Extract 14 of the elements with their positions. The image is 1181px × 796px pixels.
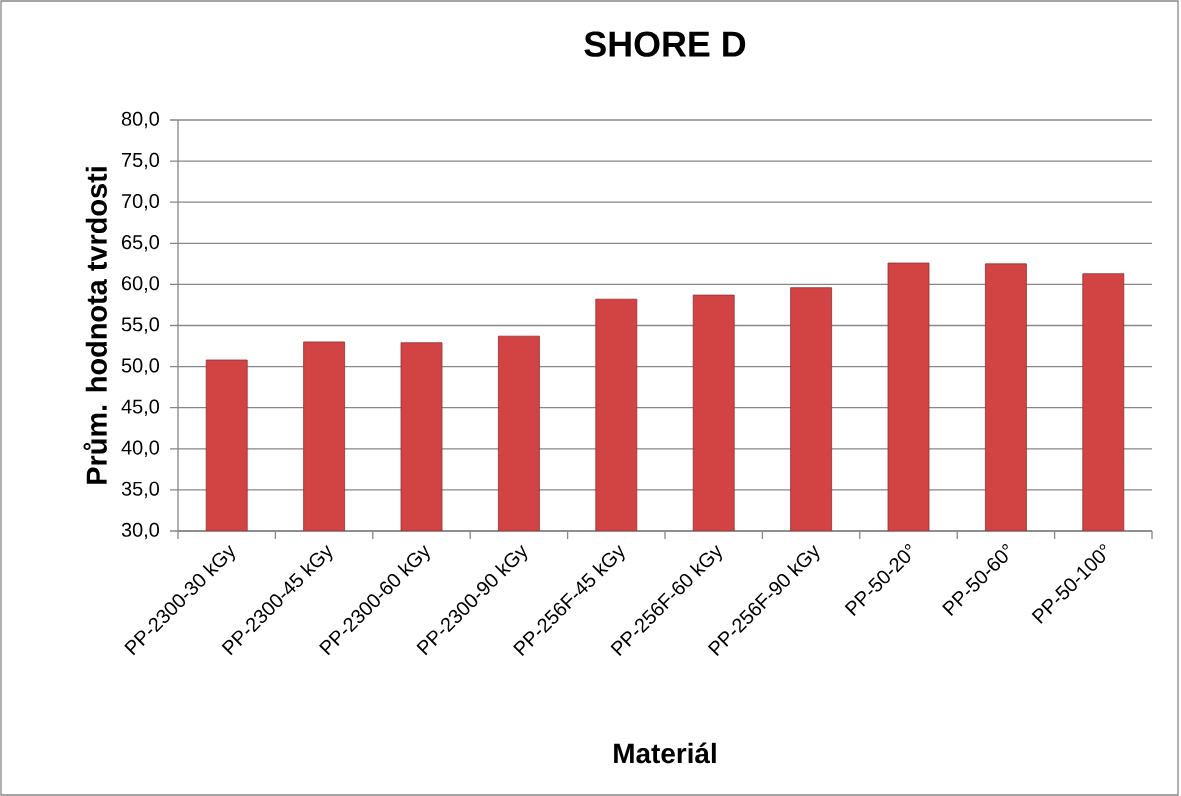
chart-title: SHORE D: [584, 31, 746, 57]
y-axis-title: Prům. hodnota tvrdosti: [83, 167, 107, 484]
y-tick-label: 45,0: [121, 399, 160, 416]
y-tick-label: 65,0: [122, 235, 160, 252]
y-tick-label: 50,0: [121, 358, 160, 375]
x-axis-title: Materiál: [614, 742, 716, 764]
y-tick-label: 30,0: [121, 522, 160, 540]
y-tick-label: 40,0: [121, 440, 160, 458]
y-tick-label: 75,0: [122, 152, 160, 170]
y-tick-label: 35,0: [121, 481, 160, 499]
y-tick-label: 60,0: [122, 276, 160, 293]
y-tick-label: 70,0: [122, 193, 160, 211]
y-tick-label: 80,0: [121, 111, 160, 129]
y-tick-label: 55,0: [121, 317, 160, 334]
